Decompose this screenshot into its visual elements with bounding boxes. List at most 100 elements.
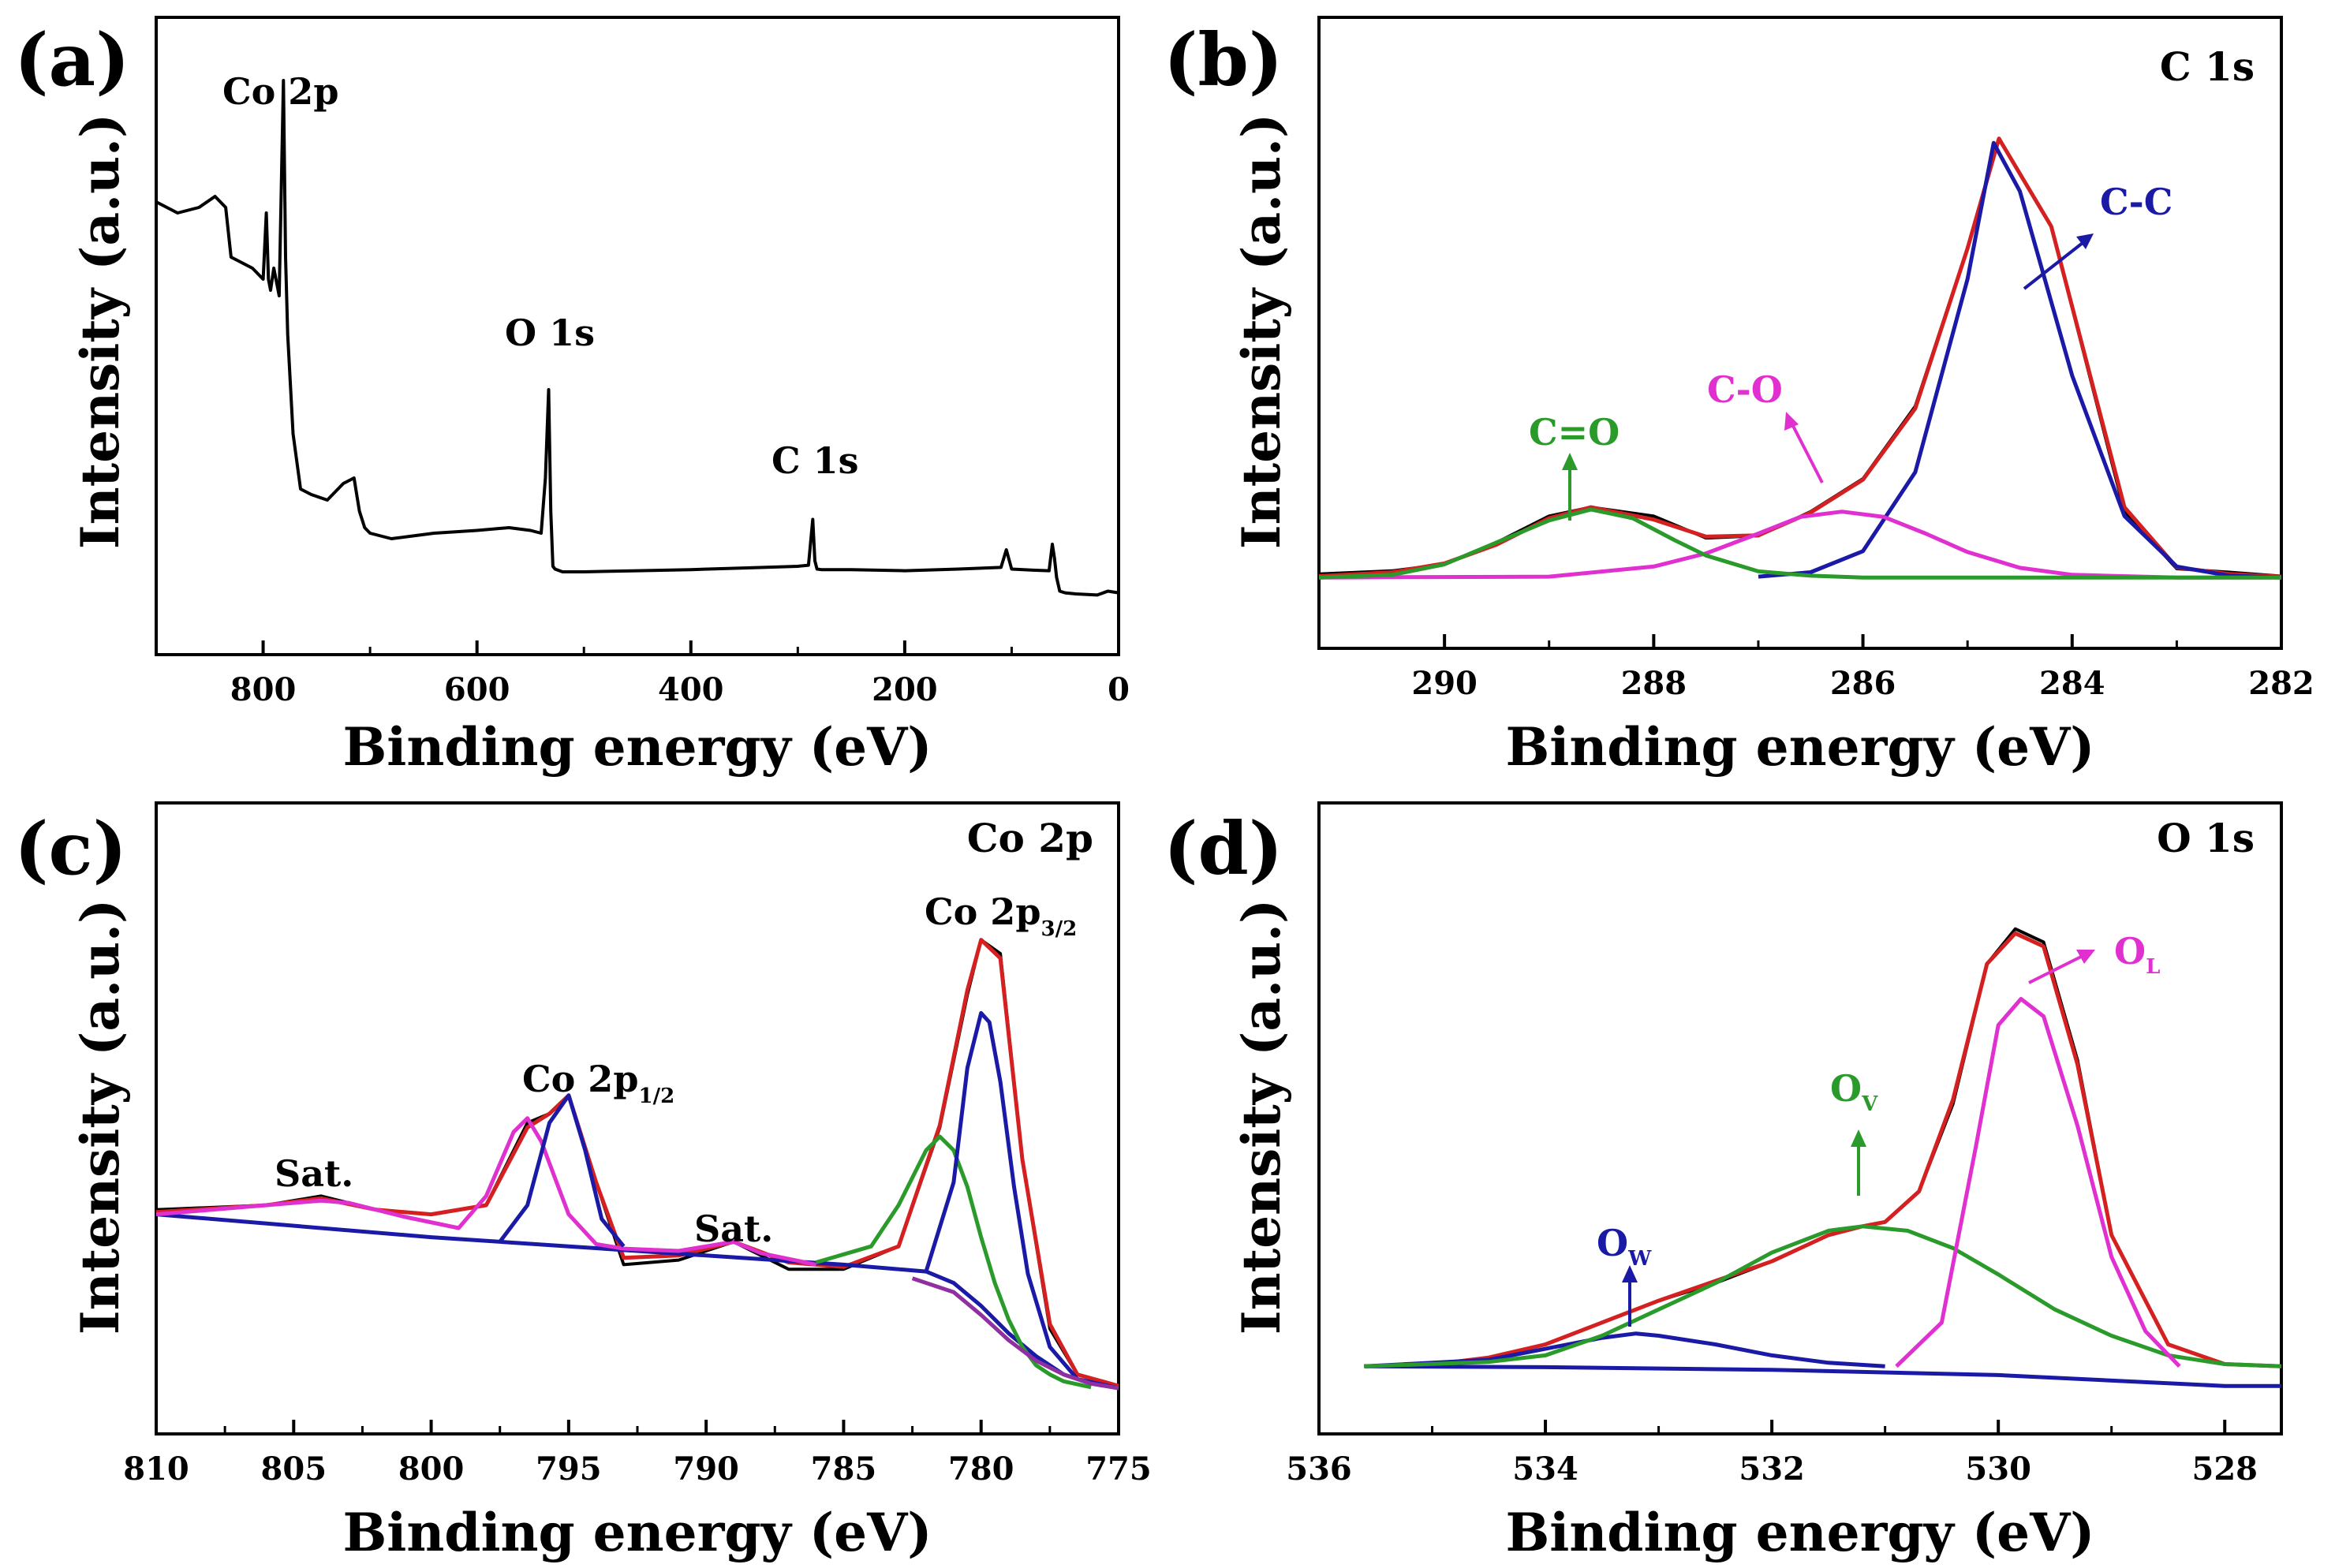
panel-b-series (1318, 136, 2282, 580)
panel-d-series-baseline (1364, 1364, 2281, 1388)
panel-c: (c) 810 805 800 795 790 785 780 775 Co 2p Bindi… (14, 801, 1152, 1563)
panel-b-ylabel: Intensity (a.u.) (1231, 114, 1292, 550)
svg-text:OL: OL (2114, 930, 2160, 979)
panel-a-ticks: 800 600 400 200 0 (230, 640, 1130, 708)
panel-d-xtick-label: 534 (1512, 1450, 1578, 1488)
panel-d-title: O 1s (2157, 815, 2255, 861)
panel-d: (d) 536 534 532 530 528 O 1s Binding energy … (1164, 801, 2283, 1563)
panel-b-xtick-label: 286 (1830, 665, 1896, 702)
ol-sub: L (2146, 955, 2160, 979)
panel-d-series (1364, 927, 2282, 1388)
panel-c-series-envelope (155, 938, 1119, 1388)
panel-c-series-co-2p3-2 (924, 1010, 1119, 1391)
panel-c-xlabel: Binding energy (eV) (342, 1502, 932, 1563)
panel-d-xtick-label: 530 (1965, 1450, 2031, 1488)
panel-c-xtick-label: 780 (948, 1450, 1014, 1488)
ov-arrow-head (1851, 1129, 1866, 1147)
panel-d-series-envelope (1364, 931, 2282, 1368)
panel-c-xtick-label: 800 (398, 1450, 465, 1488)
panel-d-xtick-label: 536 (1286, 1450, 1352, 1488)
c-o-arrow-head (1784, 412, 1799, 431)
panel-c-xtick-label: 785 (811, 1450, 877, 1488)
panel-a-series-survey (155, 79, 1119, 597)
panel-a-series (155, 79, 1119, 597)
panel-b-annotation-cc: C-C (2100, 181, 2172, 223)
panel-c-ticks: 810 805 800 795 790 785 780 775 (123, 1420, 1152, 1488)
ov-sub: V (1861, 1092, 1878, 1116)
panel-a-xtick-label: 800 (230, 671, 297, 708)
c-eq-o-arrow-head (1562, 453, 1578, 470)
panel-c-annotation-co2p32: Co 2p3/2 (925, 890, 1077, 941)
panel-c-xtick-label: 790 (673, 1450, 739, 1488)
panel-d-xtick-label: 528 (2191, 1450, 2258, 1488)
panel-b-title: C 1s (2160, 43, 2255, 90)
ow-arrow-head (1622, 1265, 1638, 1282)
co2p32-main: Co 2p (925, 890, 1040, 933)
panel-c-title: Co 2p (967, 815, 1093, 861)
panel-b: (b) 290 288 286 284 282 C 1s Binding energy … (1164, 16, 2314, 778)
panel-d-annotation-ov: OV (1830, 1067, 1878, 1116)
c-o-arrow (1791, 424, 1824, 483)
svg-text:OV: OV (1830, 1067, 1878, 1116)
c-c-arrow (2023, 241, 2084, 290)
panel-b-annotation-ceqo: C=O (1529, 411, 1620, 454)
co2p32-sub: 3/2 (1040, 917, 1077, 941)
panel-c-series-background (155, 1212, 1119, 1391)
panel-d-ylabel: Intensity (a.u.) (1231, 899, 1292, 1335)
panel-b-series-c-o (1318, 507, 2281, 580)
panel-a-label: (a) (14, 17, 130, 103)
panel-b-xtick-label: 290 (1411, 665, 1478, 702)
panel-b-xlabel: Binding energy (eV) (1505, 716, 2094, 778)
panel-a-xlabel: Binding energy (eV) (342, 716, 932, 778)
panel-d-label: (d) (1164, 806, 1283, 891)
panel-d-xtick-label: 532 (1739, 1450, 1805, 1488)
panel-a-xtick-label: 0 (1108, 671, 1130, 708)
panel-c-ylabel: Intensity (a.u.) (69, 899, 131, 1335)
panel-c-series-co-2p1-2-satellite-peak (155, 1116, 817, 1267)
panel-a-annotation-o1s: O 1s (505, 312, 595, 354)
panel-b-xtick-label: 282 (2248, 665, 2314, 702)
panel-d-series-o-w (1364, 1331, 1885, 1368)
panel-d-ticks: 536 534 532 530 528 (1286, 1420, 2258, 1488)
panel-c-annotation-co2p12: Co 2p1/2 (522, 1058, 674, 1108)
panel-d-series-o-v (1364, 1224, 2282, 1368)
panel-a-annotation-c1s: C 1s (771, 439, 859, 482)
panel-c-xtick-label: 795 (536, 1450, 602, 1488)
ow-main: O (1597, 1222, 1628, 1264)
panel-c-label: (c) (14, 806, 127, 891)
co2p12-sub: 1/2 (638, 1085, 674, 1108)
panel-a-xtick-label: 400 (658, 671, 724, 708)
co2p12-main: Co 2p (522, 1058, 638, 1100)
panel-c-xtick-label: 775 (1085, 1450, 1152, 1488)
panel-c-series-tail (911, 1276, 1119, 1391)
panel-c-series-co-2p3-2-satellite (815, 1134, 1092, 1390)
ow-sub: W (1627, 1247, 1652, 1271)
panel-b-label: (b) (1164, 17, 1283, 103)
panel-d-annotation-ol: OL (2114, 930, 2160, 979)
panel-a-xtick-label: 200 (872, 671, 938, 708)
panel-c-annotation-sat1: Sat. (275, 1152, 353, 1195)
panel-b-frame (1317, 16, 2283, 650)
panel-a-frame (155, 16, 1120, 656)
ov-main: O (1830, 1067, 1862, 1110)
panel-b-series-c-o (1318, 510, 2281, 580)
panel-b-xtick-label: 288 (1621, 665, 1687, 702)
svg-text:OW: OW (1597, 1222, 1652, 1271)
panel-a: (a) 800 600 400 200 0 Binding energy (eV) In… (14, 16, 1130, 778)
panel-b-series-c-c (1758, 140, 2282, 580)
panel-c-series (155, 938, 1119, 1391)
ol-main: O (2114, 930, 2146, 973)
ol-arrow (2028, 954, 2083, 984)
c-c-arrow-head (2076, 233, 2094, 249)
panel-d-frame (1317, 801, 2283, 1435)
panel-c-xtick-label: 805 (261, 1450, 327, 1488)
panel-d-xlabel: Binding energy (eV) (1505, 1502, 2094, 1563)
svg-text:Co 2p1/2: Co 2p1/2 (522, 1058, 674, 1108)
panel-c-annotation-sat2: Sat. (694, 1208, 773, 1250)
ol-arrow-head (2076, 950, 2095, 964)
panel-d-annotation-ow: OW (1597, 1222, 1652, 1271)
panel-b-ticks: 290 288 286 284 282 (1411, 634, 2314, 702)
panel-a-annotation-co2p: Co 2p (222, 70, 338, 113)
panel-b-xtick-label: 284 (2039, 665, 2105, 702)
